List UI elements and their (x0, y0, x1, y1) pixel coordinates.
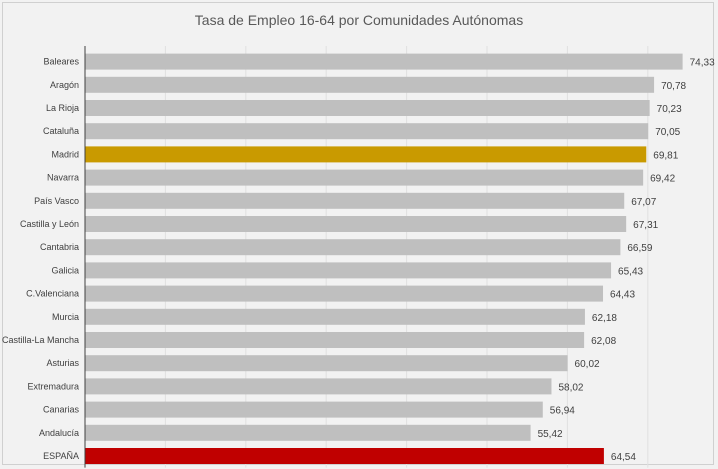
category-label: Canarias (43, 405, 80, 415)
value-label: 69,42 (650, 174, 675, 185)
bar (85, 146, 647, 163)
category-label: Castilla y León (20, 219, 79, 229)
bar (85, 355, 568, 372)
bar (85, 192, 625, 209)
category-label: Navarra (47, 173, 79, 183)
bar (85, 216, 627, 232)
category-label: Castilla-La Mancha (2, 335, 79, 345)
bar (85, 285, 604, 302)
bar (85, 332, 585, 348)
bar (85, 401, 543, 418)
category-label: C.Valenciana (26, 289, 79, 299)
value-label: 69,81 (653, 150, 678, 161)
value-label: 67,07 (631, 197, 656, 208)
category-label: Extremadura (27, 381, 79, 391)
category-label: Cataluña (43, 126, 79, 136)
value-label: 62,18 (592, 313, 617, 324)
bar (85, 378, 552, 395)
category-label: Aragón (50, 80, 79, 90)
value-label: 70,23 (657, 104, 682, 115)
value-label: 66,59 (627, 243, 652, 254)
category-label: Madrid (51, 149, 79, 159)
bar (85, 76, 655, 93)
category-label: La Rioja (46, 103, 79, 113)
category-label: ESPAÑA (43, 451, 79, 461)
bar (85, 262, 612, 279)
value-label: 58,02 (558, 382, 583, 393)
bar (85, 239, 621, 256)
category-label: Asturias (46, 358, 79, 368)
value-label: 67,31 (633, 220, 658, 231)
value-label: 60,02 (575, 359, 600, 370)
value-label: 70,78 (661, 81, 686, 92)
category-label: País Vasco (34, 196, 79, 206)
value-label: 55,42 (538, 429, 563, 440)
value-label: 65,43 (618, 266, 643, 277)
category-label: Galicia (51, 265, 79, 275)
value-label: 74,33 (690, 58, 715, 69)
bar (85, 123, 649, 140)
value-label: 64,43 (610, 290, 635, 301)
value-label: 56,94 (550, 406, 575, 417)
value-label: 64,54 (611, 452, 636, 463)
category-label: Murcia (52, 312, 79, 322)
bar (85, 169, 644, 186)
value-label: 62,08 (591, 336, 616, 347)
bar (85, 53, 683, 70)
value-label: 70,05 (655, 127, 680, 138)
bar (85, 308, 585, 325)
category-label: Baleares (43, 57, 79, 67)
chart-title: Tasa de Empleo 16-64 por Comunidades Aut… (194, 12, 524, 28)
bar (85, 424, 531, 441)
bar (85, 100, 650, 116)
category-label: Cantabria (40, 242, 79, 252)
bar (85, 448, 604, 464)
category-label: Andalucía (39, 428, 79, 438)
